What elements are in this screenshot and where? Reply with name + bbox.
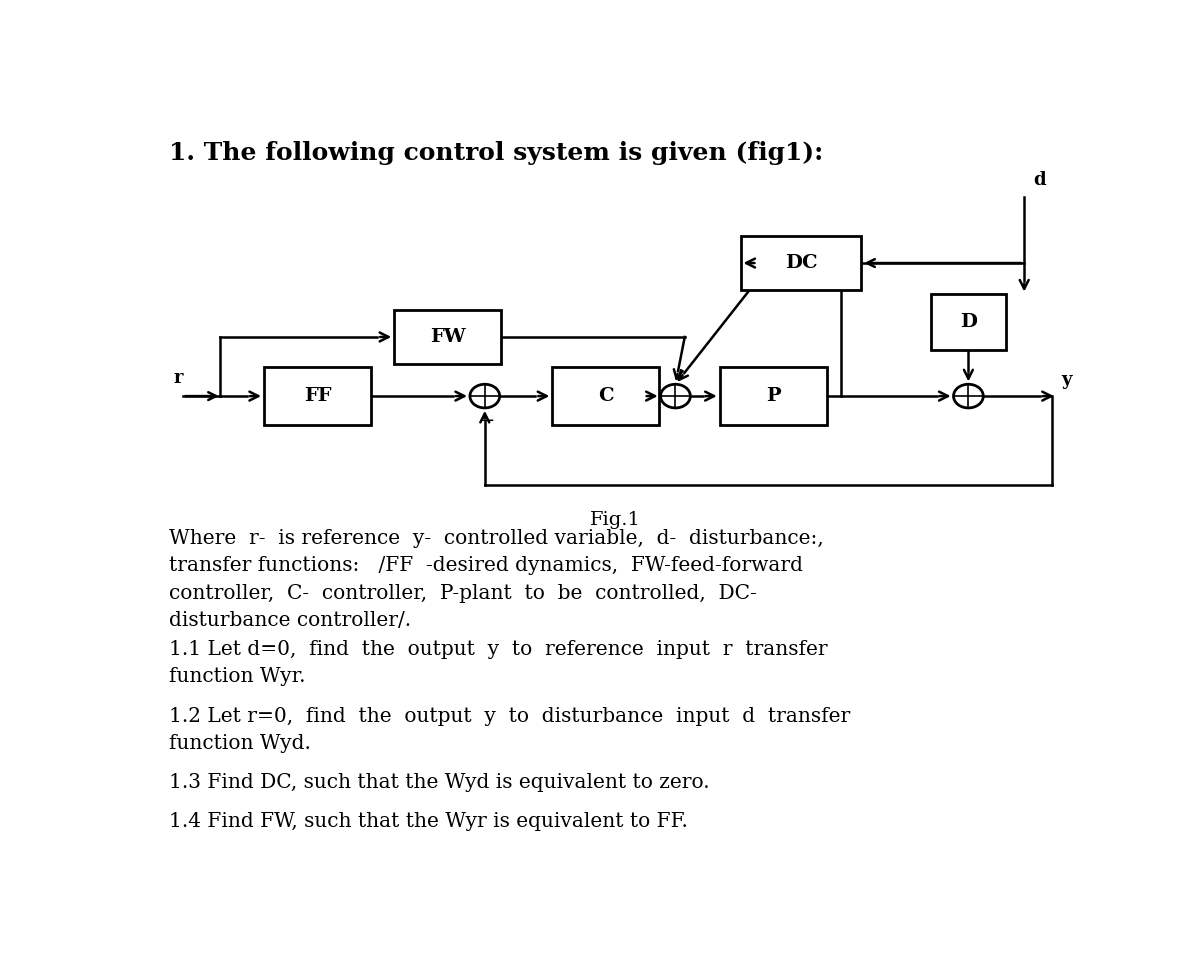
Text: 1. The following control system is given (fig1):: 1. The following control system is given… xyxy=(168,141,823,165)
Bar xyxy=(740,236,862,290)
Text: D: D xyxy=(960,313,977,331)
Text: −: − xyxy=(479,413,494,430)
Bar xyxy=(931,295,1006,349)
Text: C: C xyxy=(598,387,613,405)
Text: FF: FF xyxy=(304,387,331,405)
Text: 1.1 Let d=0,  find  the  output  y  to  reference  input  r  transfer
function W: 1.1 Let d=0, find the output y to refere… xyxy=(168,640,827,686)
Text: P: P xyxy=(766,387,780,405)
Bar xyxy=(720,368,827,425)
Text: r: r xyxy=(173,370,182,387)
Text: DC: DC xyxy=(785,254,817,272)
Text: Where  r-  is reference  y-  controlled variable,  d-  disturbance:,
transfer fu: Where r- is reference y- controlled vari… xyxy=(168,529,823,630)
Text: y: y xyxy=(1062,371,1072,389)
Text: 1.4 Find FW, such that the Wyr is equivalent to FF.: 1.4 Find FW, such that the Wyr is equiva… xyxy=(168,811,688,830)
Text: 1.3 Find DC, such that the Wyd is equivalent to zero.: 1.3 Find DC, such that the Wyd is equiva… xyxy=(168,773,709,792)
Bar xyxy=(264,368,371,425)
Text: FW: FW xyxy=(430,328,466,346)
Text: d: d xyxy=(1033,171,1046,189)
Bar xyxy=(552,368,659,425)
Text: 1.2 Let r=0,  find  the  output  y  to  disturbance  input  d  transfer
function: 1.2 Let r=0, find the output y to distur… xyxy=(168,707,850,753)
Bar xyxy=(394,310,502,364)
Text: Fig.1: Fig.1 xyxy=(589,512,641,529)
